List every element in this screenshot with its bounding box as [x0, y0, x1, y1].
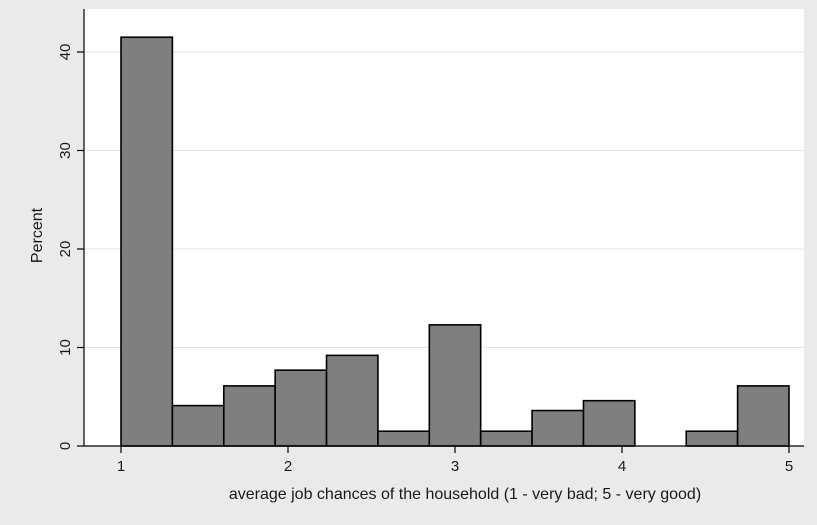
x-axis: 1 2 3 4 5 — [84, 445, 804, 475]
y-tick-label: 10 — [57, 339, 74, 356]
x-tick-label: 1 — [117, 458, 125, 475]
histogram-bar — [685, 430, 739, 447]
y-tick-label: 0 — [57, 442, 74, 450]
x-tick-label: 5 — [785, 458, 793, 475]
y-tick-label: 20 — [57, 241, 74, 258]
x-axis-title: average job chances of the household (1 … — [229, 486, 701, 503]
y-tick-label: 40 — [57, 44, 74, 61]
histogram-bar — [479, 430, 533, 447]
histogram-bar — [531, 409, 585, 447]
histogram-bar — [171, 404, 225, 447]
y-axis: 0 10 20 30 40 — [57, 9, 85, 450]
histogram-bar — [428, 324, 482, 447]
histogram-bar — [377, 430, 431, 447]
x-tick-label: 3 — [451, 458, 459, 475]
histogram-bar — [325, 354, 379, 447]
x-tick-label: 2 — [284, 458, 292, 475]
histogram-bar — [120, 36, 174, 447]
histogram-bar — [582, 399, 636, 447]
histogram-bar — [736, 385, 790, 447]
histogram-bar — [274, 369, 328, 447]
y-axis-title: Percent — [29, 207, 46, 263]
y-tick-label: 30 — [57, 142, 74, 159]
x-tick-label: 4 — [618, 458, 626, 475]
histogram-bar — [222, 385, 276, 447]
